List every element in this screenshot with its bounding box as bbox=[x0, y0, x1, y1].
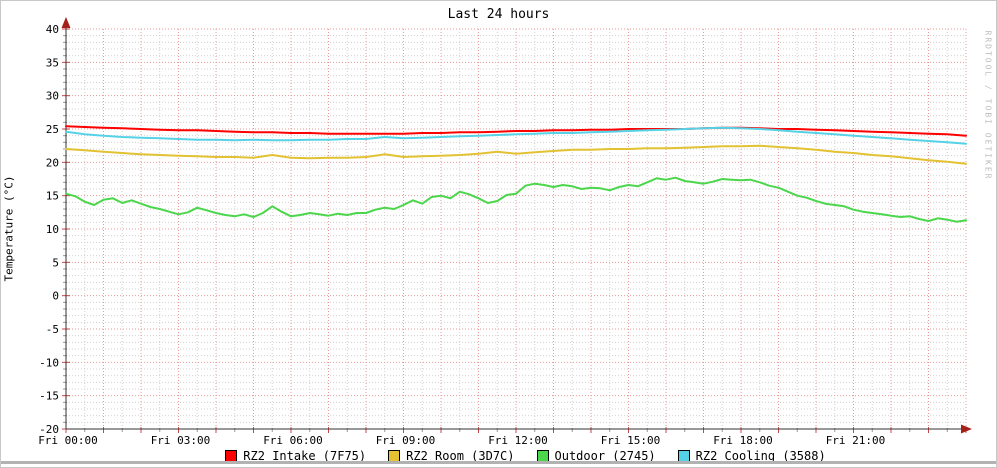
y-tick-label: 0 bbox=[52, 290, 59, 303]
bottom-divider bbox=[1, 461, 996, 464]
y-tick-label: 30 bbox=[46, 90, 59, 103]
series-line bbox=[65, 144, 967, 165]
x-tick-label: Fri 09:00 bbox=[376, 434, 436, 447]
y-tick-label: -15 bbox=[39, 390, 59, 403]
rrdtool-watermark: RRDTOOL / TOBI OETIKER bbox=[983, 30, 993, 181]
chart-title: Last 24 hours bbox=[447, 7, 550, 22]
x-tick-label: Fri 18:00 bbox=[713, 434, 773, 447]
x-tick-label: Fri 06:00 bbox=[263, 434, 323, 447]
y-tick-label: -5 bbox=[46, 323, 59, 336]
x-tick-label: Fri 15:00 bbox=[601, 434, 661, 447]
x-tick-label: Fri 03:00 bbox=[151, 434, 211, 447]
chart-legend: RZ2 Intake (7F75) RZ2 Room (3D7C) Outdoor … bbox=[55, 448, 996, 464]
y-tick-label: -10 bbox=[39, 356, 59, 369]
y-tick-label: 10 bbox=[46, 223, 59, 236]
legend-label: Outdoor (2745) bbox=[554, 449, 656, 463]
y-tick-label: 35 bbox=[46, 56, 59, 69]
x-tick-label: Fri 21:00 bbox=[826, 434, 886, 447]
x-tick-label: Fri 12:00 bbox=[488, 434, 548, 447]
series-line bbox=[65, 126, 967, 145]
y-tick-label: 20 bbox=[46, 156, 59, 169]
legend-item: RZ2 Cooling (3588) bbox=[677, 449, 826, 463]
axes bbox=[61, 17, 972, 434]
series-line bbox=[65, 125, 967, 137]
y-tick-label: 40 bbox=[46, 23, 59, 36]
y-tick-label: 25 bbox=[46, 123, 59, 136]
y-tick-label: 5 bbox=[52, 256, 59, 269]
y-tick-label: 15 bbox=[46, 190, 59, 203]
x-tick-label: Fri 00:00 bbox=[38, 434, 98, 447]
legend-item: RZ2 Room (3D7C) bbox=[388, 449, 515, 463]
y-axis-arrow bbox=[61, 17, 71, 28]
legend-label: RZ2 Room (3D7C) bbox=[406, 449, 515, 463]
x-axis-arrow bbox=[961, 424, 972, 434]
series-line bbox=[65, 176, 967, 223]
y-tick-label: -20 bbox=[39, 423, 59, 436]
series-lines bbox=[65, 125, 967, 223]
legend-label: RZ2 Cooling (3588) bbox=[695, 449, 826, 463]
legend-label: RZ2 Intake (7F75) bbox=[243, 449, 367, 463]
major-grid bbox=[66, 28, 967, 429]
y-axis-label: Temperature (°C) bbox=[2, 175, 16, 282]
